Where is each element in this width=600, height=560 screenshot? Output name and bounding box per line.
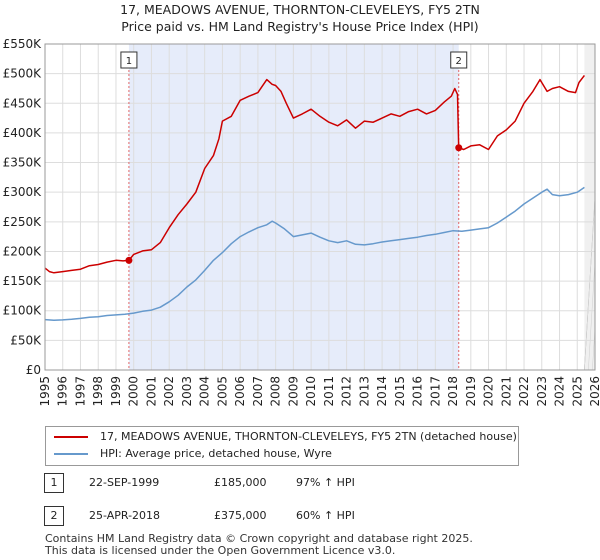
plot-frame [44,43,596,371]
y-tick-label: £150K [3,274,43,288]
y-tick-label: £500K [3,67,43,81]
transaction-hpi-change: 60% ↑ HPI [296,509,355,522]
x-tick-label: 2008 [269,376,283,407]
x-tick-label: 2005 [215,376,229,407]
x-tick-label: 2018 [446,376,460,407]
x-tick-label: 2020 [482,376,496,407]
y-tick-label: £100K [3,304,43,318]
x-tick-label: 2009 [286,376,300,407]
x-tick-label: 2001 [144,376,158,407]
y-tick-label: £400K [3,126,43,140]
x-tick-label: 2025 [570,376,584,407]
y-tick-label: £300K [3,185,43,199]
transaction-price: £185,000 [214,476,267,489]
x-tick-label: 2024 [553,376,567,407]
price-chart: £0 £50K £100K £150K £200K £250K £300K £350K £400… [3,37,600,407]
annotation-marker-label: 2 [456,56,462,67]
x-tick-label: 2015 [393,376,407,407]
legend-swatch-hpi [54,453,88,455]
x-tick-label: 1996 [56,376,70,407]
y-tick-label: £0 [26,363,41,377]
x-tick-label: 2002 [162,376,176,407]
y-tick-label: £50K [10,333,42,347]
x-tick-label: 2000 [127,376,141,407]
sale-point [455,144,463,152]
x-tick-label: 2004 [198,376,212,407]
property-series-line [44,74,585,274]
x-tick-label: 1999 [109,376,123,407]
x-tick-label: 2021 [499,376,513,407]
footer-copyright: Contains HM Land Registry data © Crown c… [45,532,473,545]
forecast-hatch-line [588,261,596,371]
transaction-marker: 2 [44,506,64,526]
forecast-hatch-line [584,196,596,371]
transaction-hpi-change: 97% ↑ HPI [296,476,355,489]
x-tick-label: 2011 [322,376,336,407]
x-tick-label: 2022 [517,376,531,407]
x-tick-label: 2017 [428,376,442,407]
y-tick-label: £200K [3,244,43,258]
x-tick-label: 1997 [73,376,87,407]
legend-label-hpi: HPI: Average price, detached house, Wyre [100,447,332,460]
chart-subtitle: Price paid vs. HM Land Registry's House … [121,19,479,34]
footer-license: This data is licensed under the Open Gov… [45,544,396,557]
legend-label-property: 17, MEADOWS AVENUE, THORNTON-CLEVELEYS, … [100,430,517,443]
y-tick-label: £550K [3,37,43,51]
legend: 17, MEADOWS AVENUE, THORNTON-CLEVELEYS, … [45,426,519,466]
x-tick-label: 2012 [340,376,354,407]
transaction-price: £375,000 [214,509,267,522]
x-tick-label: 2016 [411,376,425,407]
annotation-marker-label: 1 [126,56,132,67]
annotation-marker-box [450,51,468,69]
sale-point [125,256,133,264]
x-tick-label: 2010 [304,376,318,407]
transaction-marker: 1 [44,473,64,493]
x-tick-label: 2014 [375,376,389,407]
transaction-date: 25-APR-2018 [89,509,161,522]
forecast-region [584,44,595,370]
transaction-date: 22-SEP-1999 [89,476,160,489]
x-tick-label: 2007 [251,376,265,407]
chart-title: 17, MEADOWS AVENUE, THORNTON-CLEVELEYS, … [120,2,480,17]
y-tick-label: £250K [3,215,43,229]
y-tick-label: £350K [3,156,43,170]
legend-swatch-property [54,436,88,438]
annotation-marker-box [120,51,138,69]
x-tick-label: 2006 [233,376,247,407]
x-tick-label: 1998 [91,376,105,407]
x-tick-label: 2019 [464,376,478,407]
y-tick-label: £450K [3,96,43,110]
x-tick-label: 2003 [180,376,194,407]
x-tick-label: 2023 [535,376,549,407]
x-tick-label: 1995 [38,376,52,407]
x-tick-label: 2026 [588,376,600,407]
x-tick-label: 2013 [357,376,371,407]
hpi-series-line [44,186,585,321]
